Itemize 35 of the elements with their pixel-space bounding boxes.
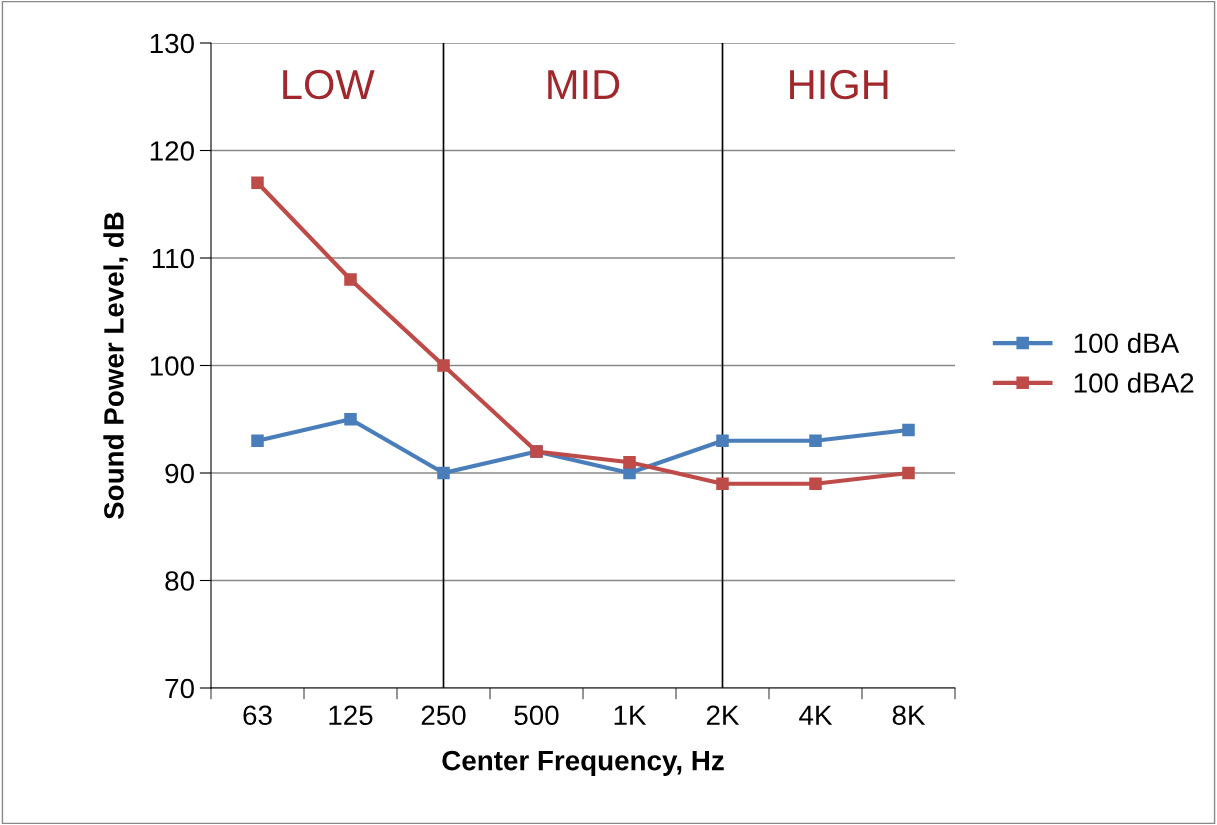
- y-tick-label: 120: [150, 141, 194, 161]
- point: [251, 176, 264, 190]
- x-tick-label: 125: [329, 705, 373, 726]
- point: [344, 412, 357, 426]
- y-tick-label: 110: [152, 248, 194, 269]
- annotation: MID: [548, 70, 620, 99]
- point: [344, 273, 357, 286]
- point: [623, 455, 636, 469]
- x-tick-label: 2K: [706, 705, 740, 725]
- legend-label: 100 dBA2: [1074, 372, 1194, 393]
- point: [809, 477, 822, 491]
- x-tick-label: 63: [243, 705, 272, 726]
- x-axis-title: Center Frequency, Hz: [442, 750, 724, 776]
- point: [716, 477, 729, 491]
- point: [809, 434, 822, 448]
- y-tick-label: 80: [165, 571, 194, 591]
- point: [251, 434, 264, 448]
- x-tick-label: 4K: [799, 705, 833, 725]
- point: [902, 423, 915, 437]
- x-tick-label: 1K: [614, 705, 647, 725]
- point: [716, 434, 729, 448]
- y-tick-label: 70: [165, 678, 194, 699]
- point: [437, 466, 450, 480]
- y-tick-label: 90: [165, 463, 194, 484]
- x-tick-label: 250: [421, 705, 466, 726]
- y-tick-label: 130: [150, 33, 194, 54]
- point: [437, 359, 450, 372]
- point: [902, 466, 915, 480]
- x-tick-label: 8K: [892, 705, 926, 726]
- annotation: LOW: [283, 69, 375, 100]
- y-tick-label: 100: [150, 356, 194, 376]
- legend-label: 100 dBA: [1074, 332, 1180, 354]
- y-axis-title: Sound Power Level, dB: [103, 212, 128, 520]
- annotation: HIGH: [790, 69, 888, 100]
- x-tick-label: 500: [514, 705, 559, 726]
